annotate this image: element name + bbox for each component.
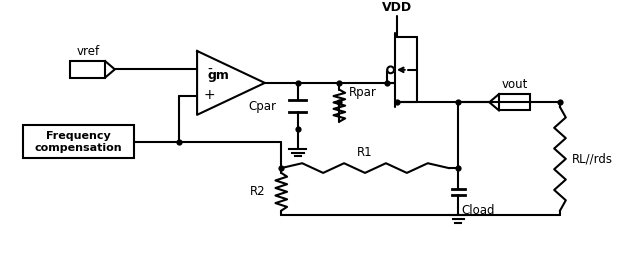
- Text: vref: vref: [76, 45, 99, 58]
- Text: Cpar: Cpar: [249, 100, 277, 113]
- Text: Cload: Cload: [461, 204, 495, 217]
- Text: -: -: [207, 63, 212, 77]
- Circle shape: [387, 67, 394, 73]
- Text: Rpar: Rpar: [349, 86, 377, 99]
- Text: RL//rds: RL//rds: [572, 152, 613, 165]
- Bar: [499, 94, 530, 110]
- Text: vout: vout: [502, 78, 528, 91]
- Bar: [70, 61, 105, 77]
- Text: Frequency
compensation: Frequency compensation: [35, 131, 122, 153]
- Bar: [23, 126, 134, 158]
- Text: +: +: [204, 88, 215, 102]
- Text: VDD: VDD: [382, 1, 412, 14]
- Text: R2: R2: [250, 185, 266, 198]
- Text: gm: gm: [208, 69, 229, 82]
- Text: R1: R1: [357, 146, 373, 159]
